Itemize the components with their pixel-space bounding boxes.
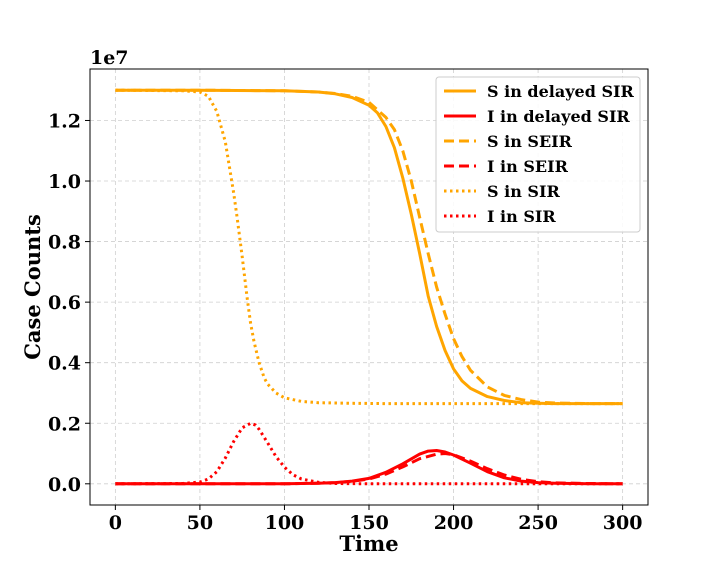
x-tick-label: 50 <box>187 512 213 534</box>
y-tick-label: 0.8 <box>48 232 81 254</box>
legend-entry: I in SEIR <box>487 157 569 176</box>
y-tick-label: 1.2 <box>48 110 81 132</box>
legend-entry: S in SIR <box>487 182 560 201</box>
x-axis-label: Time <box>339 531 398 556</box>
x-tick-label: 0 <box>109 512 122 534</box>
legend-entry: I in SIR <box>487 207 556 226</box>
y-tick-label: 0.0 <box>48 474 81 496</box>
legend-entry: S in delayed SIR <box>487 82 634 101</box>
y-offset-label: 1e7 <box>90 47 129 69</box>
axis-ticks: 0 50 100 150 200 250 300 0.0 0.2 0.4 0.6 0.8 1.0 1.2 <box>48 110 643 534</box>
series-line-s-in-delayed-sir <box>115 88 623 406</box>
y-tick-label: 0.6 <box>48 292 81 314</box>
y-tick-label: 0.4 <box>48 353 81 375</box>
plot-lines <box>115 88 623 486</box>
y-axis-label: Case Counts <box>20 214 45 360</box>
series-line-s-in-seir <box>115 88 623 406</box>
x-tick-label: 250 <box>518 512 558 534</box>
x-tick-label: 150 <box>349 512 389 534</box>
legend: S in delayed SIR I in delayed SIR S in SEI… <box>435 76 641 233</box>
legend-entry: I in delayed SIR <box>487 107 630 126</box>
series-line-i-in-sir <box>115 421 623 486</box>
series-line-s-in-sir <box>115 88 623 406</box>
x-tick-label: 300 <box>603 512 643 534</box>
legend-box <box>435 76 641 233</box>
y-tick-label: 1.0 <box>48 171 81 193</box>
legend-entry: S in SEIR <box>487 132 573 151</box>
x-tick-label: 200 <box>434 512 474 534</box>
y-tick-label: 0.2 <box>48 413 81 435</box>
x-tick-label: 100 <box>265 512 305 534</box>
series-line-i-in-seir <box>115 452 623 486</box>
